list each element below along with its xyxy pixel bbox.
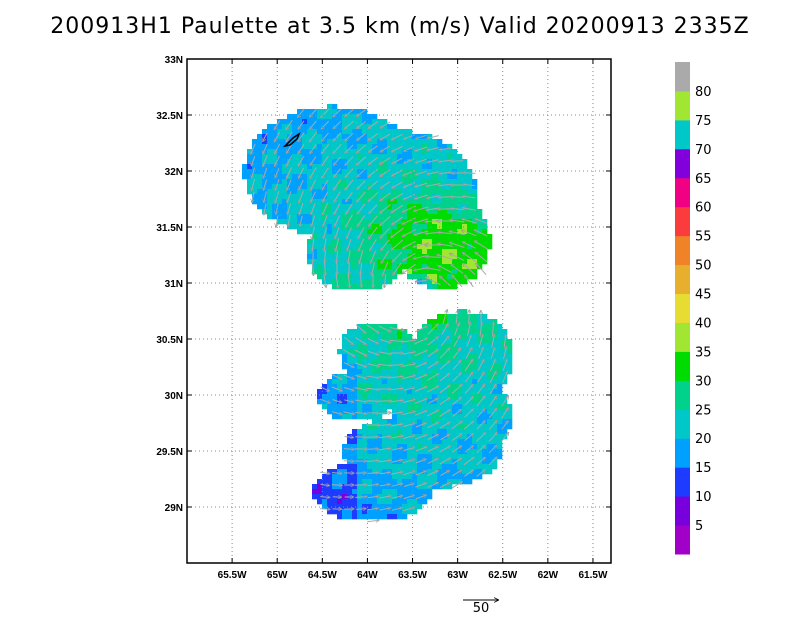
colorbar-segment: [675, 206, 690, 237]
lon-tick-label: 63.5W: [398, 570, 427, 581]
colorbar-label: 35: [695, 345, 712, 360]
plot-frame: [186, 58, 612, 564]
plot-title: 200913H1 Paulette at 3.5 km (m/s) Valid …: [50, 14, 750, 39]
lat-tick-label: 33N: [165, 55, 183, 66]
lon-tick-label: 63W: [447, 570, 468, 581]
lon-tick-label: 65W: [267, 570, 288, 581]
colorbar-segment: [675, 264, 690, 295]
lat-tick-label: 30.5N: [156, 335, 183, 346]
colorbar-label: 5: [695, 519, 703, 534]
lat-tick-label: 31.5N: [156, 223, 183, 234]
colorbar-segment: [675, 351, 690, 381]
reference-vector-label: 50: [473, 601, 490, 616]
colorbar-label: 60: [695, 201, 712, 216]
colorbar-label: 40: [695, 316, 712, 331]
colorbar-label: 50: [695, 259, 712, 274]
longitude-tick-labels: 65.5W 65W 64.5W 64W 63.5W 63W 62.5W 62W 61.5W: [218, 570, 608, 581]
colorbar-label: 30: [695, 374, 712, 389]
colorbar-label: 70: [695, 143, 712, 158]
colorbar-segment: [675, 90, 690, 121]
colorbar-segment: [675, 380, 690, 410]
lat-tick-label: 29.5N: [156, 447, 183, 458]
colorbar-segment: [675, 148, 690, 179]
colorbar-label: 45: [695, 288, 712, 303]
colorbar-label: 75: [695, 114, 712, 129]
colorbar-segment: [675, 496, 690, 526]
colorbar-segment: [675, 62, 690, 92]
lat-tick-label: 32N: [165, 167, 183, 178]
reference-vector: 50: [463, 600, 498, 616]
lat-tick-label: 30N: [165, 391, 183, 402]
lat-tick-label: 31N: [165, 279, 183, 290]
colorbar-segment: [675, 293, 690, 323]
lat-tick-label: 32.5N: [156, 111, 183, 122]
latitude-tick-labels: 33N 32.5N 32N 31.5N 31N 30.5N 30N 29.5N 29N: [156, 55, 183, 514]
lon-tick-label: 61.5W: [579, 570, 608, 581]
colorbar-label: 25: [695, 403, 712, 418]
colorbar-label: 55: [695, 230, 712, 245]
lon-tick-label: 64.5W: [308, 570, 337, 581]
colorbar-label: 15: [695, 461, 712, 476]
colorbar-label: 65: [695, 172, 712, 187]
colorbar-segment: [675, 525, 690, 555]
colorbar: 5 10 15 20 25 30 35 40 45 50 55 60 65 70 75 80: [675, 62, 712, 555]
colorbar-label: 80: [695, 85, 712, 100]
colorbar-segment: [675, 409, 690, 439]
colorbar-label: 20: [695, 432, 712, 447]
lon-tick-label: 64W: [357, 570, 378, 581]
lon-tick-label: 62.5W: [488, 570, 517, 581]
lon-tick-label: 65.5W: [218, 570, 247, 581]
wind-speed-field: [242, 104, 513, 520]
colorbar-segment: [675, 322, 690, 352]
lon-tick-label: 62W: [538, 570, 559, 581]
colorbar-label: 10: [695, 490, 712, 505]
lat-tick-label: 29N: [165, 503, 183, 514]
wind-vectors: [251, 108, 509, 522]
colorbar-segment: [675, 467, 690, 497]
island-outline: [282, 132, 301, 148]
colorbar-segment: [675, 119, 690, 150]
colorbar-segment: [675, 438, 690, 468]
colorbar-segment: [675, 177, 690, 208]
colorbar-segment: [675, 235, 690, 266]
